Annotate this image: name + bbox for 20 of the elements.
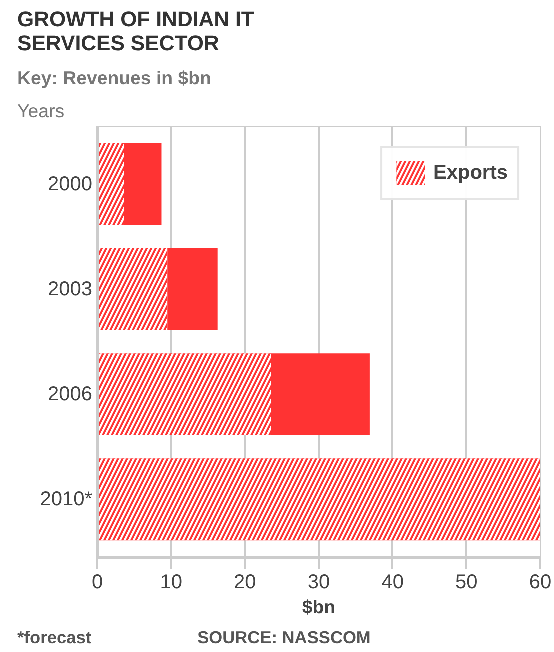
x-tick-label: 50: [456, 572, 478, 594]
x-tick-label: 10: [160, 572, 182, 594]
legend-label: Exports: [434, 162, 508, 184]
x-axis-title: $bn: [302, 596, 336, 618]
bar: [168, 248, 218, 330]
text: *forecast SOURCE: NASSCOM: [18, 628, 371, 648]
x-tick-label: 60: [529, 572, 552, 594]
x-tick-label: 0: [92, 572, 104, 594]
y-tick-label: 2003: [48, 278, 93, 300]
chart-subtitle: Key: Revenues in $bn: [18, 68, 212, 88]
x-tick-label: 40: [382, 572, 404, 594]
x-tick-label: 20: [234, 572, 256, 594]
y-tick-label: 2010*: [40, 488, 93, 511]
bar: [124, 143, 162, 226]
bar: [271, 354, 370, 436]
chart-title: GROWTH OF INDIAN IT SERVICES SECTOR: [18, 8, 254, 56]
y-tick-label: 2006: [48, 384, 93, 406]
x-tick-label: 30: [308, 572, 330, 594]
y-axis-title: Years: [18, 100, 65, 122]
y-tick-label: 2000: [48, 173, 93, 196]
